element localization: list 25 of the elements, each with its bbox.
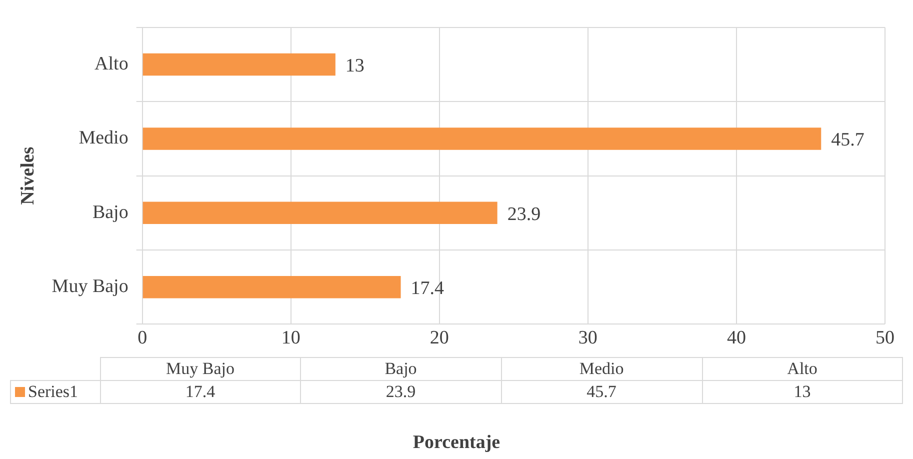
y-axis-title: Niveles	[17, 146, 38, 205]
x-axis-title: Porcentaje	[412, 432, 502, 454]
text: 23.9	[300, 380, 501, 404]
y-tick-label: Bajo	[92, 202, 128, 223]
data-label: 23.9	[507, 204, 541, 225]
x-tick-label: 10	[281, 328, 300, 349]
text: 13	[702, 380, 902, 404]
x-tick-label: 20	[430, 328, 449, 349]
text: 45.7	[501, 380, 702, 404]
category-label: Alto	[787, 359, 818, 378]
text: 17.4	[100, 380, 301, 404]
category-label: Bajo	[384, 359, 417, 378]
x-tick-label: 40	[726, 328, 746, 349]
data-label: 17.4	[410, 278, 445, 300]
y-tick-label: Medio	[78, 128, 128, 149]
data-label: 45.7	[831, 130, 864, 151]
category-label: Medio	[579, 359, 624, 378]
y-tick-label: Alto	[94, 53, 128, 74]
x-tick-label: 30	[578, 328, 598, 349]
x-tick-label: 0	[138, 328, 148, 349]
category-label: Muy Bajo	[166, 359, 235, 378]
x-tick-label: 50	[876, 328, 894, 349]
data-label: 13	[345, 55, 364, 76]
y-tick-label: Muy Bajo	[52, 276, 128, 298]
legend-label: Series1	[10, 380, 100, 404]
